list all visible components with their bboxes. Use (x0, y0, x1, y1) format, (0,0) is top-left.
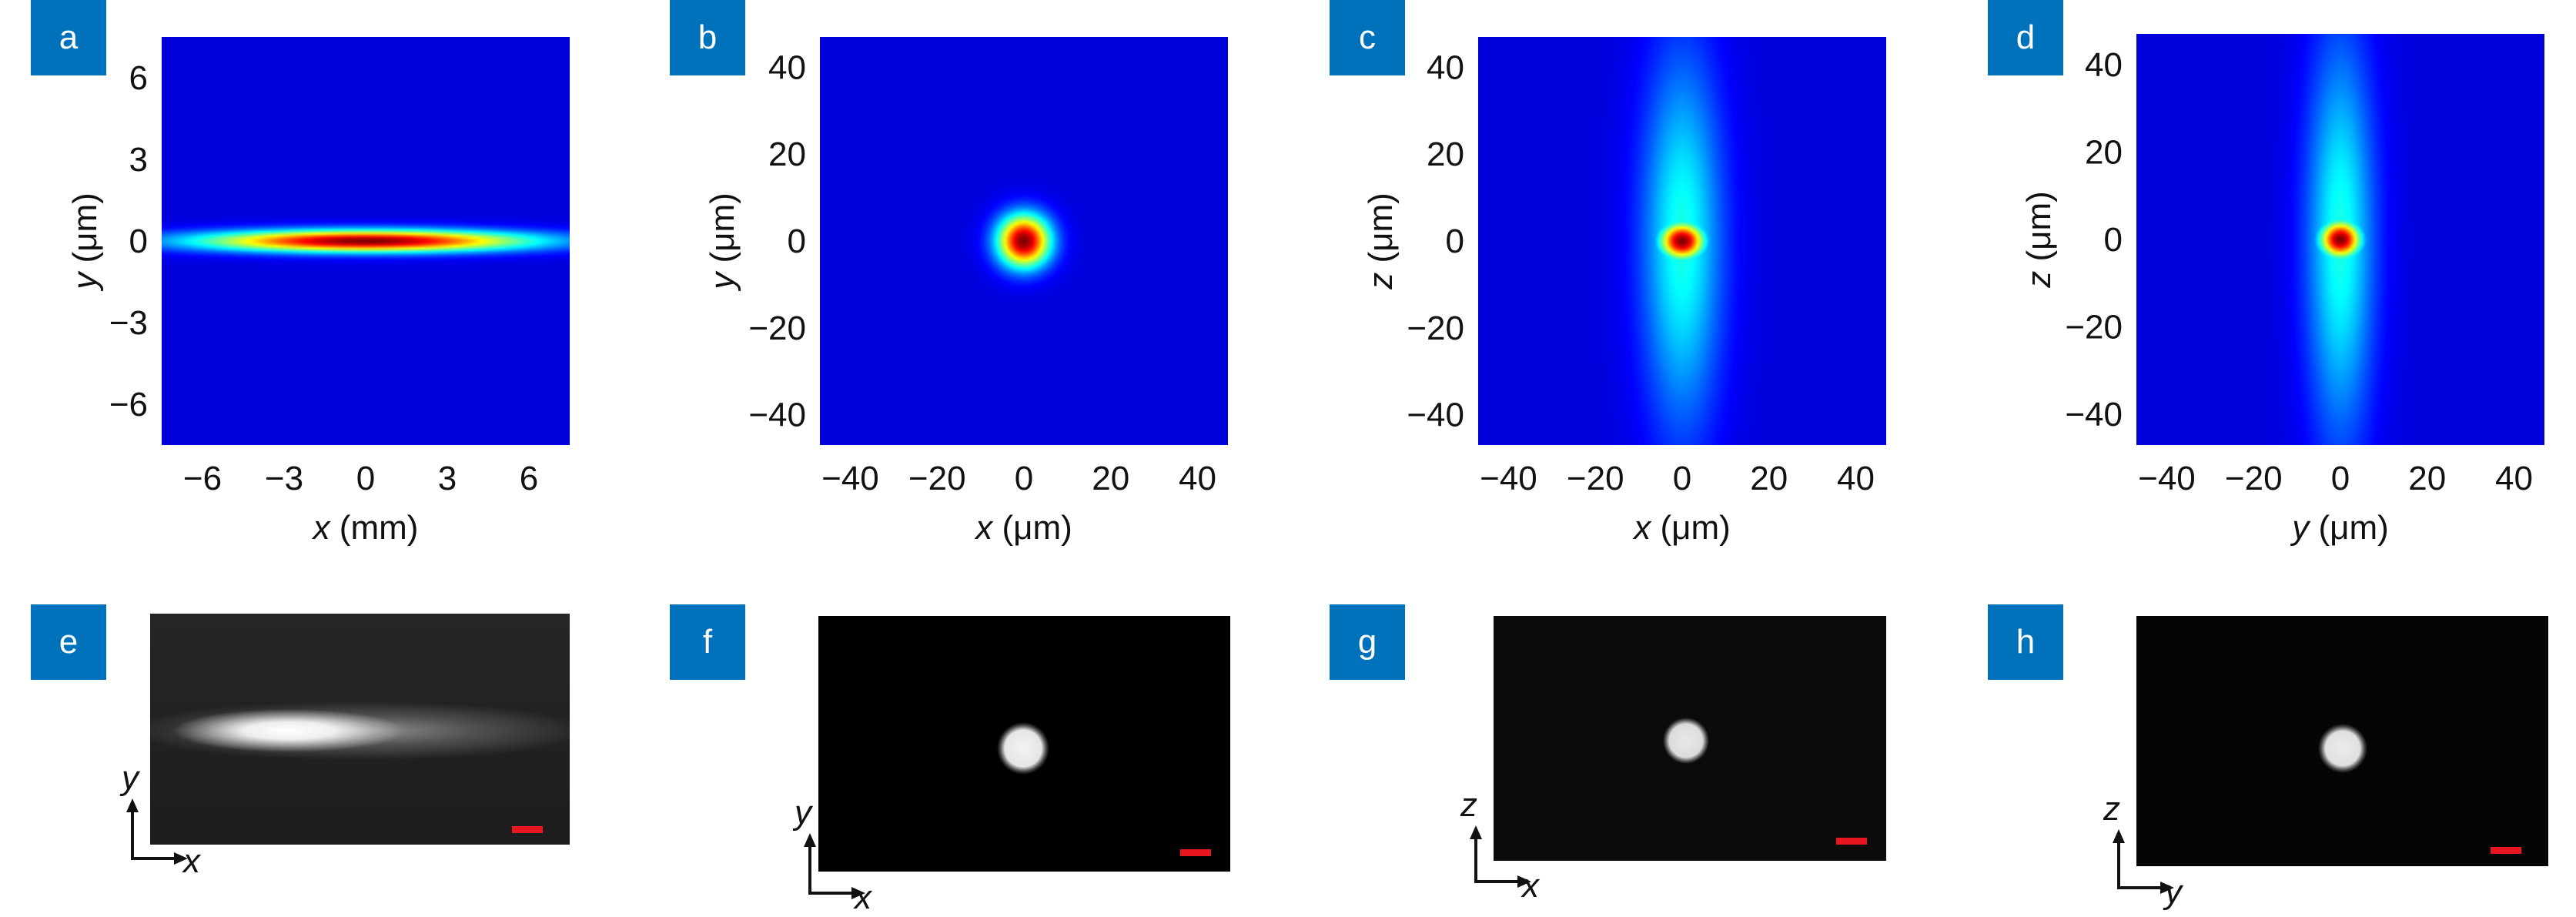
heatmap-svg: −40 −20 0 20 40 40 20 0 −20 −40 x (μm) z (μm) (1362, 37, 1886, 547)
y-tick-label: −40 (2065, 396, 2123, 433)
scale-bar (1180, 849, 1211, 856)
coord-label-v: y (793, 794, 814, 832)
y-axis-label: y (μm) (704, 192, 741, 292)
scale-bar (512, 826, 543, 833)
heatmap-plot-a: −6 −3 0 3 6 6 3 0 −3 −6 x (mm) y (μm) (0, 0, 631, 570)
coord-label-v: y (119, 759, 141, 797)
panel-badge-g: g (1330, 604, 1405, 680)
x-tick-label: −20 (1567, 460, 1624, 497)
x-tick-label: 0 (1015, 460, 1033, 497)
x-tick-label: 6 (520, 460, 538, 497)
coord-axes-g: z x (1460, 786, 1541, 905)
y-axis-label: z (μm) (2020, 191, 2058, 289)
y-tick-label: 0 (1446, 223, 1464, 260)
y-tick-label: 40 (2085, 46, 2123, 84)
panel-badge-b: b (670, 0, 745, 75)
panel-badge-a: a (31, 0, 106, 75)
y-tick-label: 40 (1427, 49, 1464, 86)
x-tick-label: −3 (265, 460, 303, 497)
y-tick-label: −40 (1407, 397, 1464, 434)
x-tick-label: −20 (2225, 460, 2283, 497)
heatmap-image (820, 37, 1228, 445)
x-tick-label: −20 (908, 460, 966, 497)
panel-badge-f: f (670, 604, 745, 680)
y-tick-label: −20 (1407, 310, 1464, 347)
x-axis-label: x (μm) (974, 509, 1072, 547)
heatmap-plot-b: −40 −20 0 20 40 40 20 0 −20 −40 x (μm) y (μm) (0, 0, 1278, 570)
x-tick-label: 20 (1750, 460, 1788, 497)
y-tick-label: −6 (109, 386, 148, 423)
panel-badge-h: h (1988, 604, 2063, 680)
panel-badge-c: c (1330, 0, 1405, 75)
y-tick-label: −20 (748, 310, 806, 347)
x-axis-label: y (μm) (2290, 509, 2389, 547)
coord-label-v: z (2103, 790, 2120, 828)
heatmap-svg: −40 −20 0 20 40 40 20 0 −20 −40 y (μm) z (μm) (2020, 34, 2544, 547)
camera-image-h (2136, 616, 2548, 866)
coord-label-h: x (1521, 867, 1541, 905)
panel-badge-e: e (31, 604, 106, 680)
x-axis-label: x (μm) (1632, 509, 1731, 547)
coord-label-h: y (2163, 873, 2184, 911)
x-tick-label: 3 (438, 460, 457, 497)
x-tick-label: −6 (183, 460, 222, 497)
heatmap-image (162, 37, 570, 445)
coord-axes-e: y x (119, 759, 202, 874)
x-tick-label: 20 (1092, 460, 1129, 497)
coord-axes-h: z y (2103, 790, 2184, 911)
y-tick-label: 20 (768, 136, 806, 173)
y-tick-label: 0 (2104, 221, 2123, 259)
y-axis-label: z (μm) (1362, 192, 1400, 290)
y-tick-label: −20 (2065, 309, 2123, 346)
y-tick-label: −3 (109, 304, 148, 342)
x-tick-label: 40 (2495, 460, 2533, 497)
y-tick-label: 0 (788, 223, 806, 260)
scale-bar (2491, 847, 2521, 854)
x-tick-label: 0 (1673, 460, 1691, 497)
scale-bar (1836, 838, 1867, 845)
camera-image-e (150, 614, 570, 845)
heatmap-image (2136, 34, 2544, 445)
heatmap-plot-c: −40 −20 0 20 40 40 20 0 −20 −40 x (μm) z (μm) (0, 0, 1925, 570)
y-tick-label: 40 (768, 49, 806, 86)
x-tick-label: −40 (2138, 460, 2196, 497)
camera-image-f (818, 616, 1230, 872)
x-tick-label: 20 (2408, 460, 2446, 497)
coord-label-h: x (182, 842, 202, 874)
heatmap-svg: −6 −3 0 3 6 6 3 0 −3 −6 x (mm) y (μm) (66, 37, 570, 547)
x-axis-label: x (mm) (312, 509, 419, 547)
y-tick-label: 20 (2085, 133, 2123, 171)
x-tick-label: 40 (1179, 460, 1216, 497)
x-tick-label: −40 (1480, 460, 1537, 497)
x-tick-label: 40 (1837, 460, 1875, 497)
y-tick-label: 3 (129, 141, 148, 179)
y-axis-label: y (μm) (66, 192, 104, 292)
coord-label-h: x (853, 879, 873, 916)
coord-axes-f: y x (793, 794, 873, 916)
x-tick-label: 0 (2331, 460, 2350, 497)
heatmap-image (1478, 37, 1886, 445)
x-tick-label: −40 (821, 460, 879, 497)
y-tick-label: 20 (1427, 136, 1464, 173)
heatmap-plot-d: −40 −20 0 20 40 40 20 0 −20 −40 y (μm) z (μm) (2020, 34, 2544, 547)
y-tick-label: −40 (748, 397, 806, 434)
x-tick-label: 0 (356, 460, 375, 497)
heatmap-svg: −40 −20 0 20 40 40 20 0 −20 −40 x (μm) y (μm) (704, 37, 1228, 547)
panel-badge-d: d (1988, 0, 2063, 75)
camera-image-g (1494, 616, 1886, 861)
y-tick-label: 0 (129, 223, 148, 260)
coord-label-v: z (1460, 786, 1477, 824)
y-tick-label: 6 (129, 59, 148, 97)
